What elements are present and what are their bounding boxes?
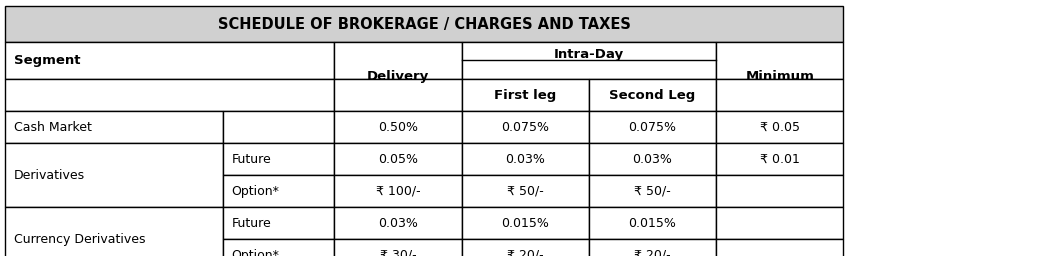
Bar	[462, 143, 589, 175]
Bar	[334, 143, 462, 175]
Bar	[5, 42, 334, 79]
Bar	[589, 111, 716, 143]
Text: Currency Derivatives: Currency Derivatives	[14, 233, 145, 246]
Text: Option*: Option*	[231, 185, 279, 198]
Bar	[589, 207, 716, 239]
Text: First leg: First leg	[494, 89, 556, 102]
Bar	[716, 207, 843, 239]
Bar	[5, 143, 223, 207]
Bar	[462, 42, 716, 79]
Bar	[716, 42, 843, 79]
Bar	[716, 239, 843, 256]
Text: ₹ 100/-: ₹ 100/-	[376, 185, 420, 198]
Text: Option*: Option*	[231, 249, 279, 256]
Bar	[334, 111, 462, 143]
Bar	[223, 111, 334, 143]
Text: 0.03%: 0.03%	[632, 153, 673, 166]
Text: ₹ 20/-: ₹ 20/-	[634, 249, 671, 256]
Text: ₹ 30/-: ₹ 30/-	[380, 249, 416, 256]
Bar	[716, 175, 843, 207]
Bar	[334, 175, 462, 207]
Text: 0.015%: 0.015%	[628, 217, 677, 230]
Bar	[716, 143, 843, 175]
Text: Second Leg: Second Leg	[609, 89, 696, 102]
Bar	[223, 207, 334, 239]
Bar	[462, 175, 589, 207]
Text: 0.075%: 0.075%	[501, 121, 550, 134]
Bar	[589, 143, 716, 175]
Bar	[5, 6, 843, 42]
Text: ₹ 20/-: ₹ 20/-	[507, 249, 543, 256]
Text: 0.03%: 0.03%	[505, 153, 545, 166]
Text: 0.075%: 0.075%	[628, 121, 677, 134]
Bar	[334, 239, 462, 256]
Bar	[589, 239, 716, 256]
Text: Future: Future	[231, 217, 271, 230]
Bar	[716, 111, 843, 143]
Text: 0.50%: 0.50%	[378, 121, 418, 134]
Text: ₹ 50/-: ₹ 50/-	[634, 185, 671, 198]
Bar	[334, 207, 462, 239]
Bar	[5, 79, 334, 111]
Text: Cash Market: Cash Market	[14, 121, 91, 134]
Text: Derivatives: Derivatives	[14, 169, 85, 182]
Bar	[589, 175, 716, 207]
Bar	[334, 79, 462, 111]
Bar	[223, 143, 334, 175]
Text: 0.03%: 0.03%	[378, 217, 418, 230]
Text: Minimum: Minimum	[746, 70, 814, 83]
Bar	[462, 79, 589, 111]
Text: ₹ 50/-: ₹ 50/-	[507, 185, 543, 198]
Bar	[462, 207, 589, 239]
Bar	[334, 42, 462, 79]
Bar	[716, 79, 843, 111]
Bar	[462, 239, 589, 256]
Bar	[462, 111, 589, 143]
Text: 0.05%: 0.05%	[378, 153, 418, 166]
Bar	[5, 207, 223, 256]
Text: ₹ 0.01: ₹ 0.01	[760, 153, 800, 166]
Bar	[589, 79, 716, 111]
Bar	[223, 239, 334, 256]
Text: Delivery: Delivery	[367, 70, 429, 83]
Bar	[223, 175, 334, 207]
Text: Future: Future	[231, 153, 271, 166]
Text: ₹ 0.05: ₹ 0.05	[760, 121, 800, 134]
Text: Segment: Segment	[14, 54, 81, 67]
Bar	[5, 111, 223, 143]
Text: Intra-Day: Intra-Day	[554, 48, 624, 61]
Text: SCHEDULE OF BROKERAGE / CHARGES AND TAXES: SCHEDULE OF BROKERAGE / CHARGES AND TAXE…	[218, 17, 631, 32]
Text: 0.015%: 0.015%	[501, 217, 550, 230]
